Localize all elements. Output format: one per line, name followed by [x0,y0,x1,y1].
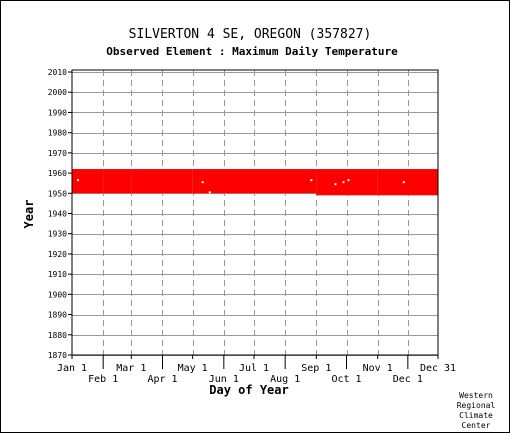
x-tick-label: Mar 1 [116,363,146,374]
credit-line: Climate [459,411,493,420]
plot-area [71,69,439,356]
y-tick-label: 1990 [48,108,67,117]
grid-lines [72,70,438,356]
x-tick-label: Jan 1 [57,363,87,374]
y-tick-label: 1880 [48,331,67,340]
y-tick-label: 1960 [48,169,67,178]
x-axis: Jan 1 Mar 1 May 1 Jul 1 Sep 1 Nov 1 Dec 31 Feb … [57,355,456,385]
y-axis: 1870 1880 1890 1900 1910 1920 1930 1940 1950 1960… [48,68,72,360]
y-tick-label: 1940 [48,210,67,219]
credit-line: Center [462,421,491,430]
y-tick-label: 1980 [48,129,67,138]
x-tick-label: Jul 1 [239,363,269,374]
missing-point [342,181,345,184]
coverage-segment [131,169,193,194]
coverage-segment [377,169,438,196]
coverage-segment [316,169,378,196]
missing-point [402,181,405,184]
missing-point [334,183,337,186]
x-tick-label: Feb 1 [88,374,118,385]
coverage-segment [253,169,317,194]
missing-point [347,179,350,182]
credit-line: Western [459,391,493,400]
x-tick-label: Oct 1 [331,374,361,385]
missing-point [310,179,313,182]
missing-point [77,179,80,182]
missing-data [77,179,405,194]
chart-title: SILVERTON 4 SE, OREGON (357827) [129,27,372,42]
coverage-segment [72,169,104,194]
coverage-segment [103,169,132,194]
y-axis-label: Year [22,200,36,229]
missing-point [201,181,204,184]
y-tick-label: 1890 [48,311,67,320]
chart-subtitle: Observed Element : Maximum Daily Tempera… [106,45,398,58]
y-tick-label: 1910 [48,270,67,279]
x-tick-label: Aug 1 [270,374,300,385]
y-tick-label: 1870 [48,351,67,360]
y-tick-label: 1930 [48,230,67,239]
missing-point [208,191,211,194]
x-tick-label: May 1 [178,363,208,374]
credit-line: Regional [457,401,496,410]
x-tick-label: Dec 31 [420,363,456,374]
data-coverage [72,169,438,196]
x-tick-label: Dec 1 [393,374,423,385]
x-axis-label: Day of Year [209,383,288,397]
y-tick-label: 1900 [48,290,67,299]
x-tick-label: Nov 1 [363,363,393,374]
y-tick-label: 1970 [48,149,67,158]
y-tick-label: 1950 [48,189,67,198]
x-tick-label: Apr 1 [147,374,177,385]
y-tick-label: 2010 [48,68,67,77]
y-tick-label: 2000 [48,88,67,97]
y-tick-label: 1920 [48,250,67,259]
x-tick-label: Sep 1 [301,363,331,374]
x-tick-label: Jun 1 [209,374,239,385]
